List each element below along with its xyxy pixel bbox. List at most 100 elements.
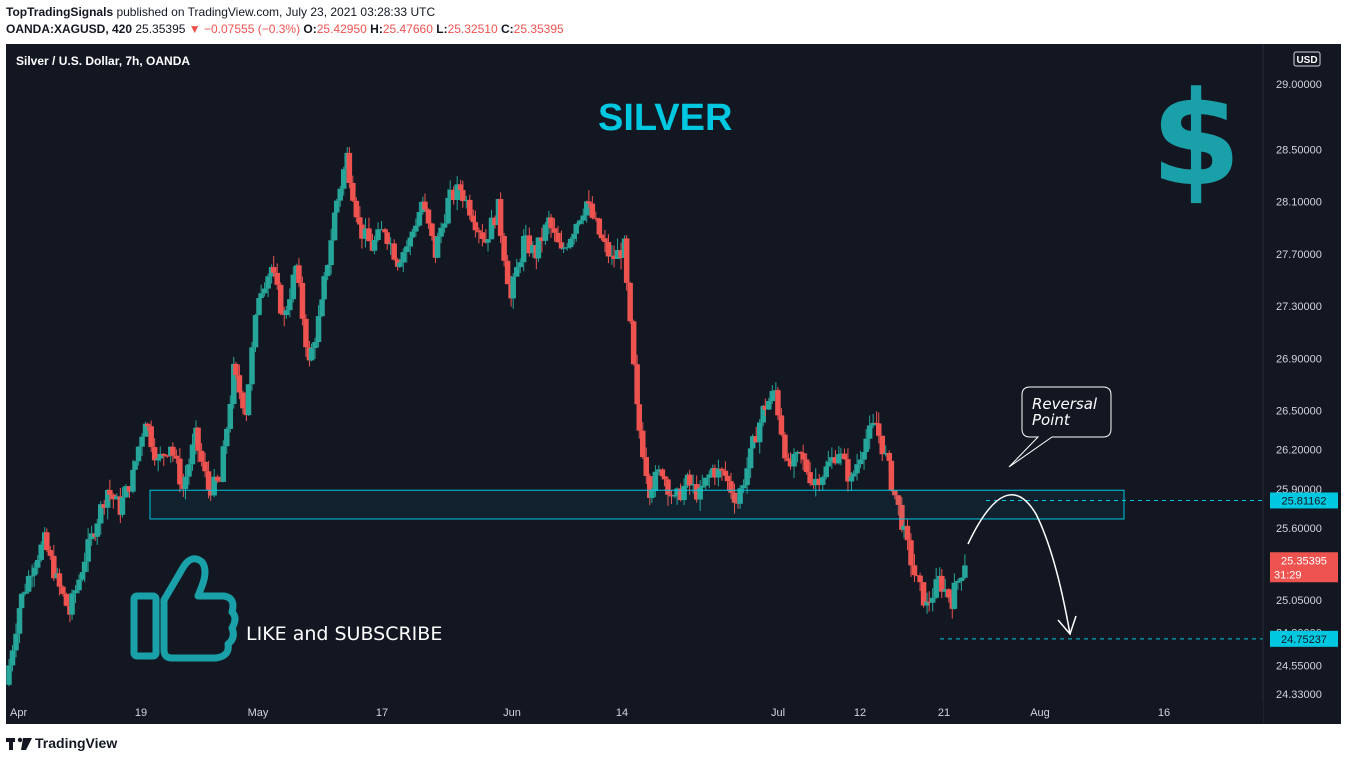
candle-body [558, 242, 565, 249]
candle-body [404, 246, 410, 253]
candle-body [454, 184, 460, 200]
candle-body [614, 250, 621, 259]
candle-body [823, 466, 829, 478]
candle-body [227, 404, 234, 429]
candle-body [31, 567, 37, 576]
candle-body [589, 203, 596, 218]
candle-body [593, 217, 599, 219]
candle-body [447, 189, 453, 198]
candle-body [375, 229, 381, 240]
candle-body [400, 252, 407, 263]
candle-body [249, 347, 255, 385]
close-value: 25.35395 [513, 22, 564, 36]
candle-body [794, 451, 801, 454]
candle-body [252, 315, 259, 348]
candle-body [296, 265, 302, 283]
candle-body [9, 650, 16, 666]
candle-body [47, 550, 54, 556]
candle-body [119, 497, 126, 515]
candle-body [677, 488, 684, 501]
candle-body [886, 452, 893, 461]
candle-body [719, 468, 725, 471]
candle-body [712, 468, 718, 478]
y-tick-label: 28.10000 [1276, 197, 1322, 209]
candle-body [640, 430, 646, 458]
candle-body [744, 468, 750, 486]
candle-body [233, 363, 239, 376]
support-zone [149, 489, 1125, 520]
candle-body [866, 425, 873, 439]
candle-body [434, 236, 441, 258]
candle-body [596, 218, 603, 235]
candle-body [674, 488, 680, 496]
high-label: H: [370, 22, 383, 36]
x-tick-label: Jun [503, 707, 521, 719]
candle-body [665, 479, 671, 495]
candle-body [829, 457, 835, 462]
candle-body [346, 152, 353, 183]
candle-body [769, 390, 776, 401]
price-tag-lower: 24.75237 [1281, 634, 1327, 646]
candle-body [623, 238, 630, 283]
candle-body [526, 235, 533, 254]
high-value: 25.47660 [382, 22, 433, 36]
candle-body [13, 633, 19, 651]
author-name[interactable]: TopTradingSignals [6, 5, 114, 19]
candle-body [542, 224, 549, 241]
candle-body [207, 489, 214, 496]
candle-body [198, 450, 205, 462]
candle-body [567, 238, 574, 248]
price-tag-current: 25.35395 [1281, 555, 1327, 567]
candle-body [438, 227, 444, 237]
candle-body [60, 586, 66, 594]
candle-body [270, 267, 277, 273]
chart-panel[interactable]: Reversal Point SILVER $ LIKE and SUBSCRIBE S… [6, 44, 1341, 724]
candle-body [245, 384, 252, 416]
candle-body [756, 422, 763, 443]
candle-body [816, 478, 822, 485]
candle-body [85, 539, 91, 562]
candle-body [895, 495, 902, 505]
candle-body [132, 461, 138, 470]
candle-body [34, 559, 41, 568]
x-tick-label: 12 [854, 707, 866, 719]
tradingview-footer[interactable]: TradingView [6, 735, 117, 751]
candle-body [155, 458, 161, 461]
candle-body [476, 230, 482, 233]
candle-body [211, 476, 217, 496]
candle-body [79, 572, 86, 580]
candle-body [857, 459, 864, 465]
dollar-icon: $ [1151, 63, 1241, 215]
candle-body [18, 593, 25, 609]
candle-body [904, 525, 911, 541]
x-tick-label: Apr [10, 707, 27, 719]
candle-body [308, 348, 315, 361]
candle-body [170, 446, 176, 456]
y-tick-label: 27.70000 [1276, 249, 1322, 261]
candle-body [787, 460, 794, 467]
candle-body [836, 454, 842, 464]
x-tick-label: May [248, 707, 269, 719]
candle-body [888, 460, 895, 491]
candle-body [819, 477, 826, 485]
candle-body [838, 453, 844, 455]
candle-body [785, 458, 792, 461]
candle-body [737, 488, 743, 504]
candle-body [760, 405, 766, 423]
y-tick-label: 26.50000 [1276, 406, 1322, 418]
candle-body [513, 267, 520, 277]
candle-body [825, 461, 832, 467]
candle-body [917, 575, 923, 583]
candle-body [850, 473, 857, 477]
x-tick-label: 19 [135, 707, 147, 719]
candle-body [485, 239, 491, 243]
candle-body [38, 544, 44, 560]
candle-body [101, 504, 107, 508]
tradingview-brand: TradingView [35, 735, 118, 751]
candle-body [753, 436, 759, 443]
candle-body [605, 241, 612, 257]
candle-body [457, 184, 464, 191]
candle-body [652, 471, 659, 491]
